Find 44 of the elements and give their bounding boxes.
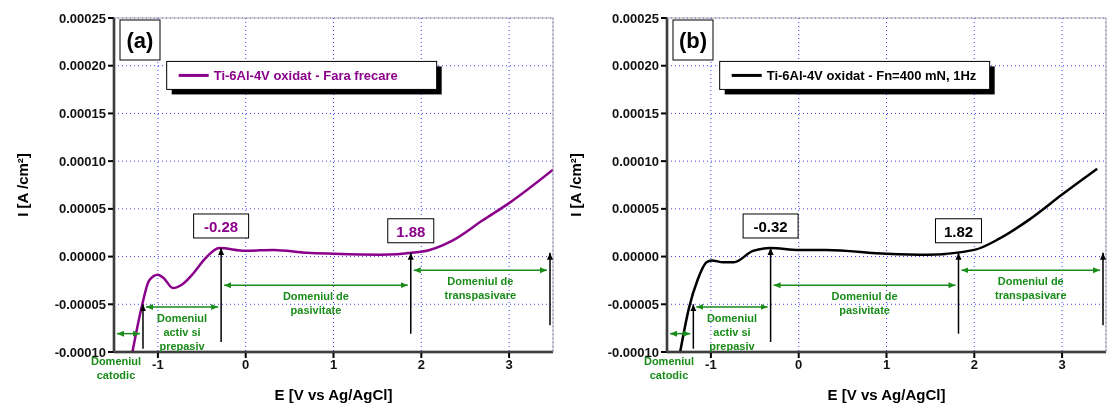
y-tick-label: 0.00000 xyxy=(612,249,659,265)
legend-label: Ti-6Al-4V oxidat - Fn=400 mN, 1Hz xyxy=(766,68,977,84)
annotation: Domeniul de pasivitate xyxy=(282,290,349,317)
y-tick-label: 0.00010 xyxy=(612,153,659,169)
annotation: -0.32 xyxy=(753,217,788,235)
text: (b) xyxy=(678,28,708,53)
annotation: Domeniul activ si prepasiv xyxy=(706,311,758,352)
y-axis-title: I [A /cm²] xyxy=(14,153,31,217)
y-tick-label: 0.00000 xyxy=(59,249,106,265)
y-axis-title: I [A /cm²] xyxy=(567,153,584,217)
x-tick-label: 0 xyxy=(242,357,250,373)
x-tick-label: 1 xyxy=(329,357,338,373)
annotation: 1.88 xyxy=(396,222,426,240)
legend-label: Ti-6Al-4V oxidat - Fara frecare xyxy=(213,68,398,84)
x-tick-label: 3 xyxy=(1058,357,1066,373)
y-tick-label: 0.00020 xyxy=(59,58,106,74)
annotation: Domeniul de transpasivare xyxy=(994,275,1067,302)
y-tick-label: 0.00025 xyxy=(612,10,659,26)
x-tick-label: -1 xyxy=(705,357,717,373)
x-axis-title: E [V vs Ag/AgCl] xyxy=(274,386,393,403)
y-tick-label: -0.00005 xyxy=(607,296,659,312)
x-tick-label: 2 xyxy=(417,357,425,373)
x-axis-title: E [V vs Ag/AgCl] xyxy=(827,386,946,403)
x-tick-label: 2 xyxy=(970,357,978,373)
y-tick-label: 0.00010 xyxy=(59,153,106,169)
annotation: 1.82 xyxy=(943,222,974,240)
annotation: Domeniul de pasivitate xyxy=(831,290,898,317)
y-tick-label: 0.00025 xyxy=(59,10,106,26)
annotation: -0.28 xyxy=(204,217,239,235)
x-tick-label: 0 xyxy=(795,357,803,373)
x-tick-label: 3 xyxy=(505,357,513,373)
x-tick-label: 1 xyxy=(882,357,891,373)
line-series xyxy=(678,167,1099,352)
y-tick-label: -0.00005 xyxy=(54,296,106,312)
annotation: Domeniul de transpasivare xyxy=(444,275,517,302)
text: (a) xyxy=(126,28,154,53)
y-tick-label: 0.00005 xyxy=(612,201,659,217)
y-tick-label: 0.00020 xyxy=(612,58,659,74)
annotation: Domeniul activ si prepasiv xyxy=(156,311,208,352)
y-tick-label: 0.00005 xyxy=(59,201,106,217)
y-tick-label: 0.00015 xyxy=(59,106,106,122)
x-tick-label: -1 xyxy=(152,357,164,373)
line-series xyxy=(131,168,553,352)
y-tick-label: 0.00015 xyxy=(612,106,659,122)
